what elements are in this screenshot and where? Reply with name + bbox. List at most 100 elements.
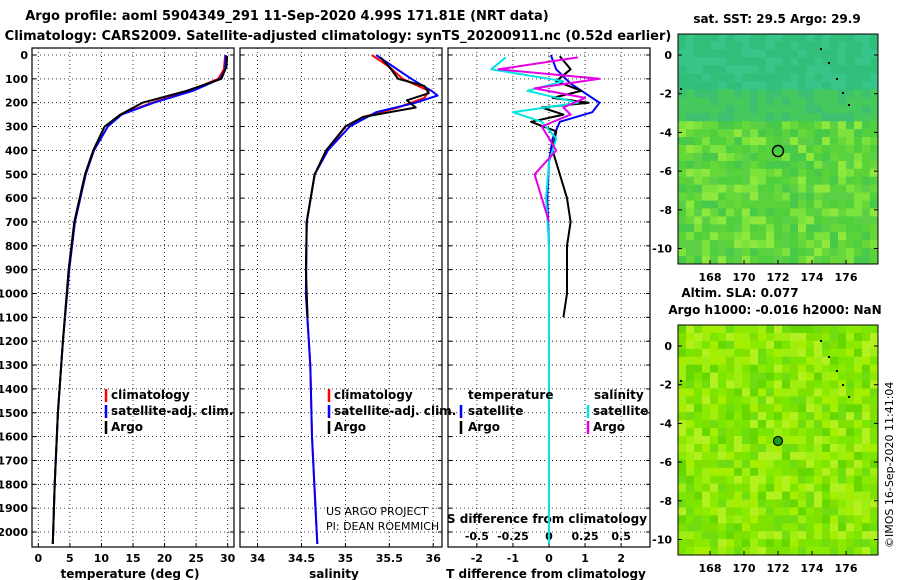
map-cell [854,325,863,334]
map-cell [710,184,719,193]
map-cell [822,160,831,170]
map-cell [702,240,711,249]
map-cell [782,97,791,106]
map-cell [806,332,815,342]
map-cell [718,531,727,540]
map-cell [734,137,743,146]
map-cell [806,145,815,154]
map-cell [790,523,799,532]
map-cell [838,451,847,461]
map-cell [838,531,847,540]
map-cell [806,523,815,532]
map-cell [830,97,839,106]
map-cell [790,113,799,122]
map-cell [838,483,847,492]
map-cell [814,523,823,532]
map-bottom-title1: Altim. SLA: 0.077 [681,286,798,300]
map-cell [686,81,695,90]
map-cell [822,145,831,154]
map-cell [798,372,807,381]
depth-tick-label: 1200 [0,335,28,348]
map-cell [790,547,799,556]
map-cell [838,499,847,508]
map-cell [750,152,759,162]
map-cell [686,499,695,508]
map-cell [862,325,871,334]
title-line1: Argo profile: aoml 5904349_291 11-Sep-20… [25,9,549,24]
map-cell [846,539,855,548]
map-cell [758,340,767,350]
map-cell [814,200,823,209]
map-cell [838,97,847,106]
map-cell [790,168,799,178]
map-cell [846,224,855,233]
map-cell [838,41,847,51]
map-cell [750,475,759,484]
map-cell [750,380,759,389]
map-cell [750,428,759,437]
map-cell [774,240,783,249]
map-cell [726,428,735,437]
map-cell [854,57,863,67]
map-cell [734,420,743,429]
x-tick-label: 30 [220,552,236,565]
map-cell [862,34,871,43]
map-cell [774,129,783,138]
map-cell [678,412,687,421]
map-cell [726,73,735,82]
map-cell [806,507,815,516]
map-cell [782,121,791,130]
map-cell [758,160,767,170]
map-cell [870,332,879,342]
depth-tick-label: 400 [5,144,28,157]
map-cell [702,325,711,334]
map-cell [678,192,687,201]
map-cell [870,348,879,358]
map-cell [710,145,719,154]
map-cell [830,184,839,193]
map-cell [742,49,751,59]
map-cell [726,129,735,138]
map-cell [742,224,751,233]
map-cell [758,523,767,532]
map-cell [830,73,839,82]
map-cell [822,97,831,106]
map-cell [870,547,879,556]
map-cell [846,380,855,389]
map-cell [766,332,775,342]
map-cell [822,325,831,334]
map-cell [718,73,727,82]
map-cell [710,224,719,233]
map-cell [782,459,791,469]
map-y-label: -8 [660,495,672,508]
map-cell [854,256,863,265]
map-cell [862,216,871,225]
map-cell [734,531,743,540]
map-cell [678,89,687,98]
map-cell [718,176,727,185]
map-cell [766,224,775,233]
map-cell [694,81,703,90]
map-cell [830,129,839,138]
map-cell [870,49,879,59]
map-cell [870,200,879,209]
map-cell [694,420,703,429]
map-cell [742,396,751,405]
map-cell [726,97,735,106]
map-cell [686,57,695,67]
argo-position-marker-bottom [772,435,784,447]
map-cell [694,248,703,257]
map-cell [742,113,751,122]
map-x-label: 170 [733,271,756,284]
map-cell [758,152,767,162]
map-cell [830,152,839,162]
map-cell [686,89,695,98]
map-cell [862,483,871,492]
depth-tick-label: 800 [5,240,28,253]
x-tick-label: -1 [507,552,519,565]
map-cell [774,388,783,397]
map-cell [870,81,879,90]
map-cell [862,73,871,82]
map-cell [870,248,879,257]
footer-stamp: ©IMOS 16-Sep-2020 11:41:04 [883,382,896,548]
